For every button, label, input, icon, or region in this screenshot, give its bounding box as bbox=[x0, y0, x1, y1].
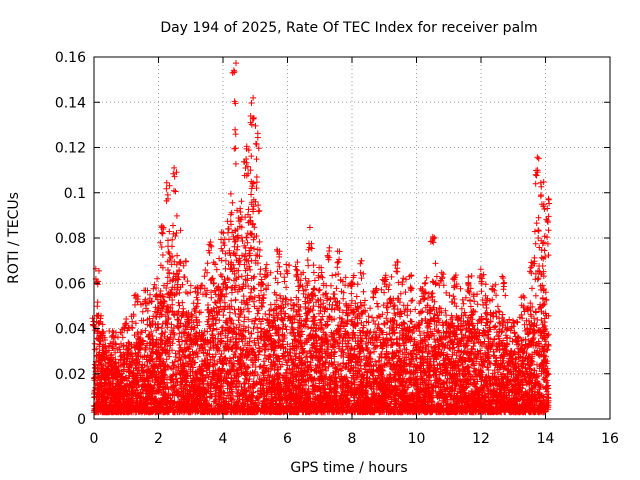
x-tick-label: 4 bbox=[219, 431, 228, 447]
x-tick-label: 14 bbox=[537, 431, 555, 447]
x-tick-label: 0 bbox=[90, 431, 99, 447]
axis-ticks bbox=[93, 56, 611, 420]
x-axis-label: GPS time / hours bbox=[290, 460, 407, 476]
y-tick-label: 0.12 bbox=[55, 141, 86, 157]
y-tick-label: 0.08 bbox=[55, 231, 86, 247]
x-tick-label: 10 bbox=[408, 431, 426, 447]
y-tick-label: 0.1 bbox=[64, 186, 86, 202]
data-points bbox=[89, 60, 553, 416]
y-tick-label: 0.02 bbox=[55, 367, 86, 383]
chart-title: Day 194 of 2025, Rate Of TEC Index for r… bbox=[160, 20, 537, 36]
y-axis-label: ROTI / TECUs bbox=[6, 192, 22, 284]
y-tick-label: 0.16 bbox=[55, 50, 86, 66]
y-tick-label: 0.14 bbox=[55, 95, 86, 111]
scatter-plus-markers bbox=[89, 60, 553, 416]
grid bbox=[94, 57, 610, 419]
y-tick-labels: 0 0.02 0.04 0.06 0.08 0.1 0.12 0.14 0.16 bbox=[55, 50, 86, 428]
x-tick-label: 8 bbox=[348, 431, 357, 447]
x-tick-label: 6 bbox=[283, 431, 292, 447]
y-tick-label: 0.06 bbox=[55, 276, 86, 292]
x-tick-label: 2 bbox=[154, 431, 163, 447]
y-tick-label: 0.04 bbox=[55, 322, 86, 338]
x-tick-label: 16 bbox=[601, 431, 619, 447]
x-tick-label: 12 bbox=[472, 431, 490, 447]
x-tick-labels: 0 2 4 6 8 10 12 14 16 bbox=[90, 431, 619, 447]
y-tick-label: 0 bbox=[77, 412, 86, 428]
